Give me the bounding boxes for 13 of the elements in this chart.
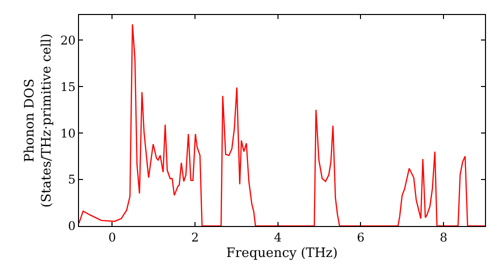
x-axis-title: Frequency (THz) bbox=[226, 246, 338, 261]
x-tick-label: 0 bbox=[108, 230, 116, 244]
y-tick-label: 15 bbox=[60, 80, 76, 94]
x-tick-label: 6 bbox=[356, 230, 365, 244]
y-tick-label: 0 bbox=[68, 219, 76, 234]
x-tick-label: 8 bbox=[440, 230, 448, 244]
y-tick-label: 20 bbox=[60, 33, 76, 48]
line-series bbox=[79, 24, 485, 226]
x-tick-label: 2 bbox=[191, 230, 199, 244]
x-tick-label: 4 bbox=[274, 230, 282, 244]
y-tick-label: 10 bbox=[60, 126, 76, 140]
y-axis-title: Phonon DOS (States/THz·primitive cell) bbox=[22, 33, 54, 208]
y-tick-label: 5 bbox=[68, 172, 76, 187]
